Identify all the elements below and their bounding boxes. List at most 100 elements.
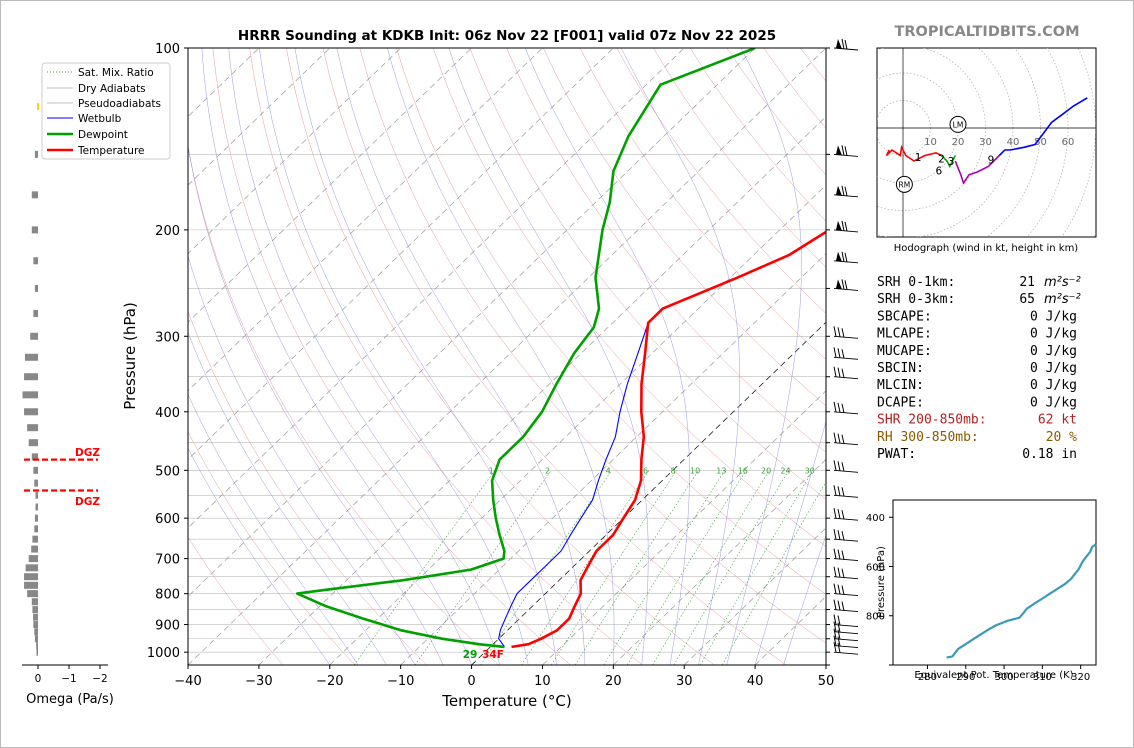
hodograph: 10 20 30 40 50 60 1 2 36 9 LM RM bbox=[877, 48, 1096, 237]
y-tick-label: 200 bbox=[155, 224, 180, 239]
dry-adiabat bbox=[506, 48, 826, 453]
barb-staff bbox=[833, 558, 859, 562]
legend-temperature: Temperature bbox=[77, 145, 145, 157]
param-label: MLCIN: bbox=[877, 378, 924, 393]
wind-barb bbox=[833, 401, 859, 415]
barb-staff bbox=[833, 260, 859, 264]
param-value: 0 J/kg bbox=[1030, 344, 1077, 359]
hodo-marker-label: LM bbox=[953, 120, 964, 129]
moist-adiabat bbox=[188, 393, 359, 665]
barb-flag bbox=[833, 635, 837, 646]
barb-flag bbox=[837, 530, 841, 540]
barb-flag bbox=[841, 349, 845, 359]
param-unit: m²s⁻² bbox=[1044, 275, 1081, 290]
barb-flag bbox=[833, 642, 837, 653]
param-value: 21 bbox=[1019, 275, 1035, 290]
hodo-ring-label: 10 bbox=[924, 137, 937, 148]
param-label: RH 300-850mb: bbox=[877, 430, 979, 445]
hodo-marker-rm bbox=[895, 175, 913, 193]
theta-e-xtick-label: 300 bbox=[995, 672, 1014, 683]
dry-adiabat bbox=[188, 536, 284, 665]
param-label: DCAPE: bbox=[877, 395, 924, 410]
wind-barb bbox=[833, 326, 859, 339]
omega-bar bbox=[27, 424, 38, 432]
omega-bar bbox=[34, 150, 38, 158]
barb-pennant bbox=[836, 39, 842, 49]
theta-e-xtick-label: 320 bbox=[1071, 672, 1090, 683]
barb-staff bbox=[833, 376, 859, 380]
moist-adiabat bbox=[726, 48, 802, 665]
barb-flag bbox=[841, 38, 845, 50]
param-value: 0 J/kg bbox=[1030, 378, 1077, 393]
barb-flag bbox=[841, 220, 845, 231]
mix-ratio-line bbox=[721, 481, 826, 665]
barb-staff bbox=[833, 538, 859, 542]
wind-barb bbox=[833, 432, 859, 446]
dry-adiabat bbox=[188, 145, 499, 665]
omega-bar bbox=[24, 353, 38, 361]
barb-staff bbox=[833, 153, 859, 157]
moist-adiabat bbox=[259, 48, 529, 665]
surface-dewpoint-label: 29 bbox=[463, 649, 478, 661]
omega-dgz-top: DGZ bbox=[75, 447, 100, 459]
barb-flag bbox=[841, 601, 845, 611]
wind-barb bbox=[833, 628, 859, 642]
wind-barb bbox=[833, 599, 859, 613]
hodo-marker-lm bbox=[949, 115, 967, 133]
param-label: MLCAPE: bbox=[877, 327, 932, 342]
param-unit: m²s⁻² bbox=[1044, 292, 1081, 307]
barb-flag bbox=[837, 584, 841, 595]
mix-ratio-line bbox=[652, 470, 770, 665]
wind-barb bbox=[833, 366, 859, 380]
wind-barb bbox=[833, 642, 859, 655]
barb-staff bbox=[833, 609, 859, 613]
dry-adiabat bbox=[396, 48, 826, 595]
barb-flag bbox=[837, 433, 841, 444]
x-tick-label: −20 bbox=[316, 674, 343, 689]
mix-ratio-line bbox=[414, 470, 552, 665]
isotherm-line bbox=[329, 184, 826, 665]
wind-barb bbox=[833, 251, 859, 264]
omega-bar bbox=[32, 535, 38, 543]
barb-pennant bbox=[836, 185, 842, 196]
omega-bar bbox=[33, 466, 38, 474]
omega-bar bbox=[35, 491, 38, 499]
barb-flag bbox=[837, 327, 841, 337]
hodo-height-label: 3 bbox=[948, 156, 955, 168]
theta-e-xtick-label: 310 bbox=[1033, 672, 1052, 683]
barb-pennant bbox=[836, 279, 842, 290]
brand-logo: TROPICALTIDBITS.COM bbox=[894, 24, 1079, 40]
hodo-height-label: 2 bbox=[938, 153, 945, 165]
barb-flag bbox=[833, 485, 837, 496]
x-tick-label: 50 bbox=[818, 674, 835, 689]
omega-bar bbox=[31, 453, 38, 461]
hodo-trace bbox=[940, 154, 957, 169]
mix-ratio-label: 1 bbox=[489, 467, 494, 476]
mix-ratio-label: 16 bbox=[738, 467, 748, 476]
barb-flag bbox=[844, 146, 848, 156]
theta-e-trace bbox=[946, 543, 1097, 659]
mix-ratio-line bbox=[700, 470, 814, 665]
omega-bar bbox=[36, 642, 38, 650]
barb-flag bbox=[841, 368, 845, 378]
barb-staff bbox=[833, 287, 859, 291]
legend-dry-adiabats: Dry Adiabats bbox=[78, 83, 146, 95]
mix-ratio-label: 2 bbox=[545, 467, 550, 476]
x-tick-label: 20 bbox=[605, 674, 622, 689]
omega-bar bbox=[27, 590, 38, 598]
legend-dewpoint: Dewpoint bbox=[78, 129, 128, 141]
barb-flag bbox=[844, 280, 848, 290]
wind-barb bbox=[833, 583, 859, 597]
legend-pseudoadiabats: Pseudoadiabats bbox=[78, 98, 161, 110]
barb-flag bbox=[833, 366, 837, 377]
hodo-ring-label: 60 bbox=[1062, 137, 1075, 148]
moist-adiabat bbox=[783, 534, 826, 665]
barb-flag bbox=[837, 622, 841, 633]
omega-tick-label: −1 bbox=[61, 673, 76, 685]
moist-adiabat bbox=[188, 255, 416, 665]
mix-ratio-line bbox=[626, 470, 747, 665]
theta-e-xtick-label: 290 bbox=[956, 672, 975, 683]
dry-adiabat bbox=[579, 48, 826, 360]
param-label: PWAT: bbox=[877, 447, 916, 462]
barb-pennant bbox=[836, 145, 842, 156]
